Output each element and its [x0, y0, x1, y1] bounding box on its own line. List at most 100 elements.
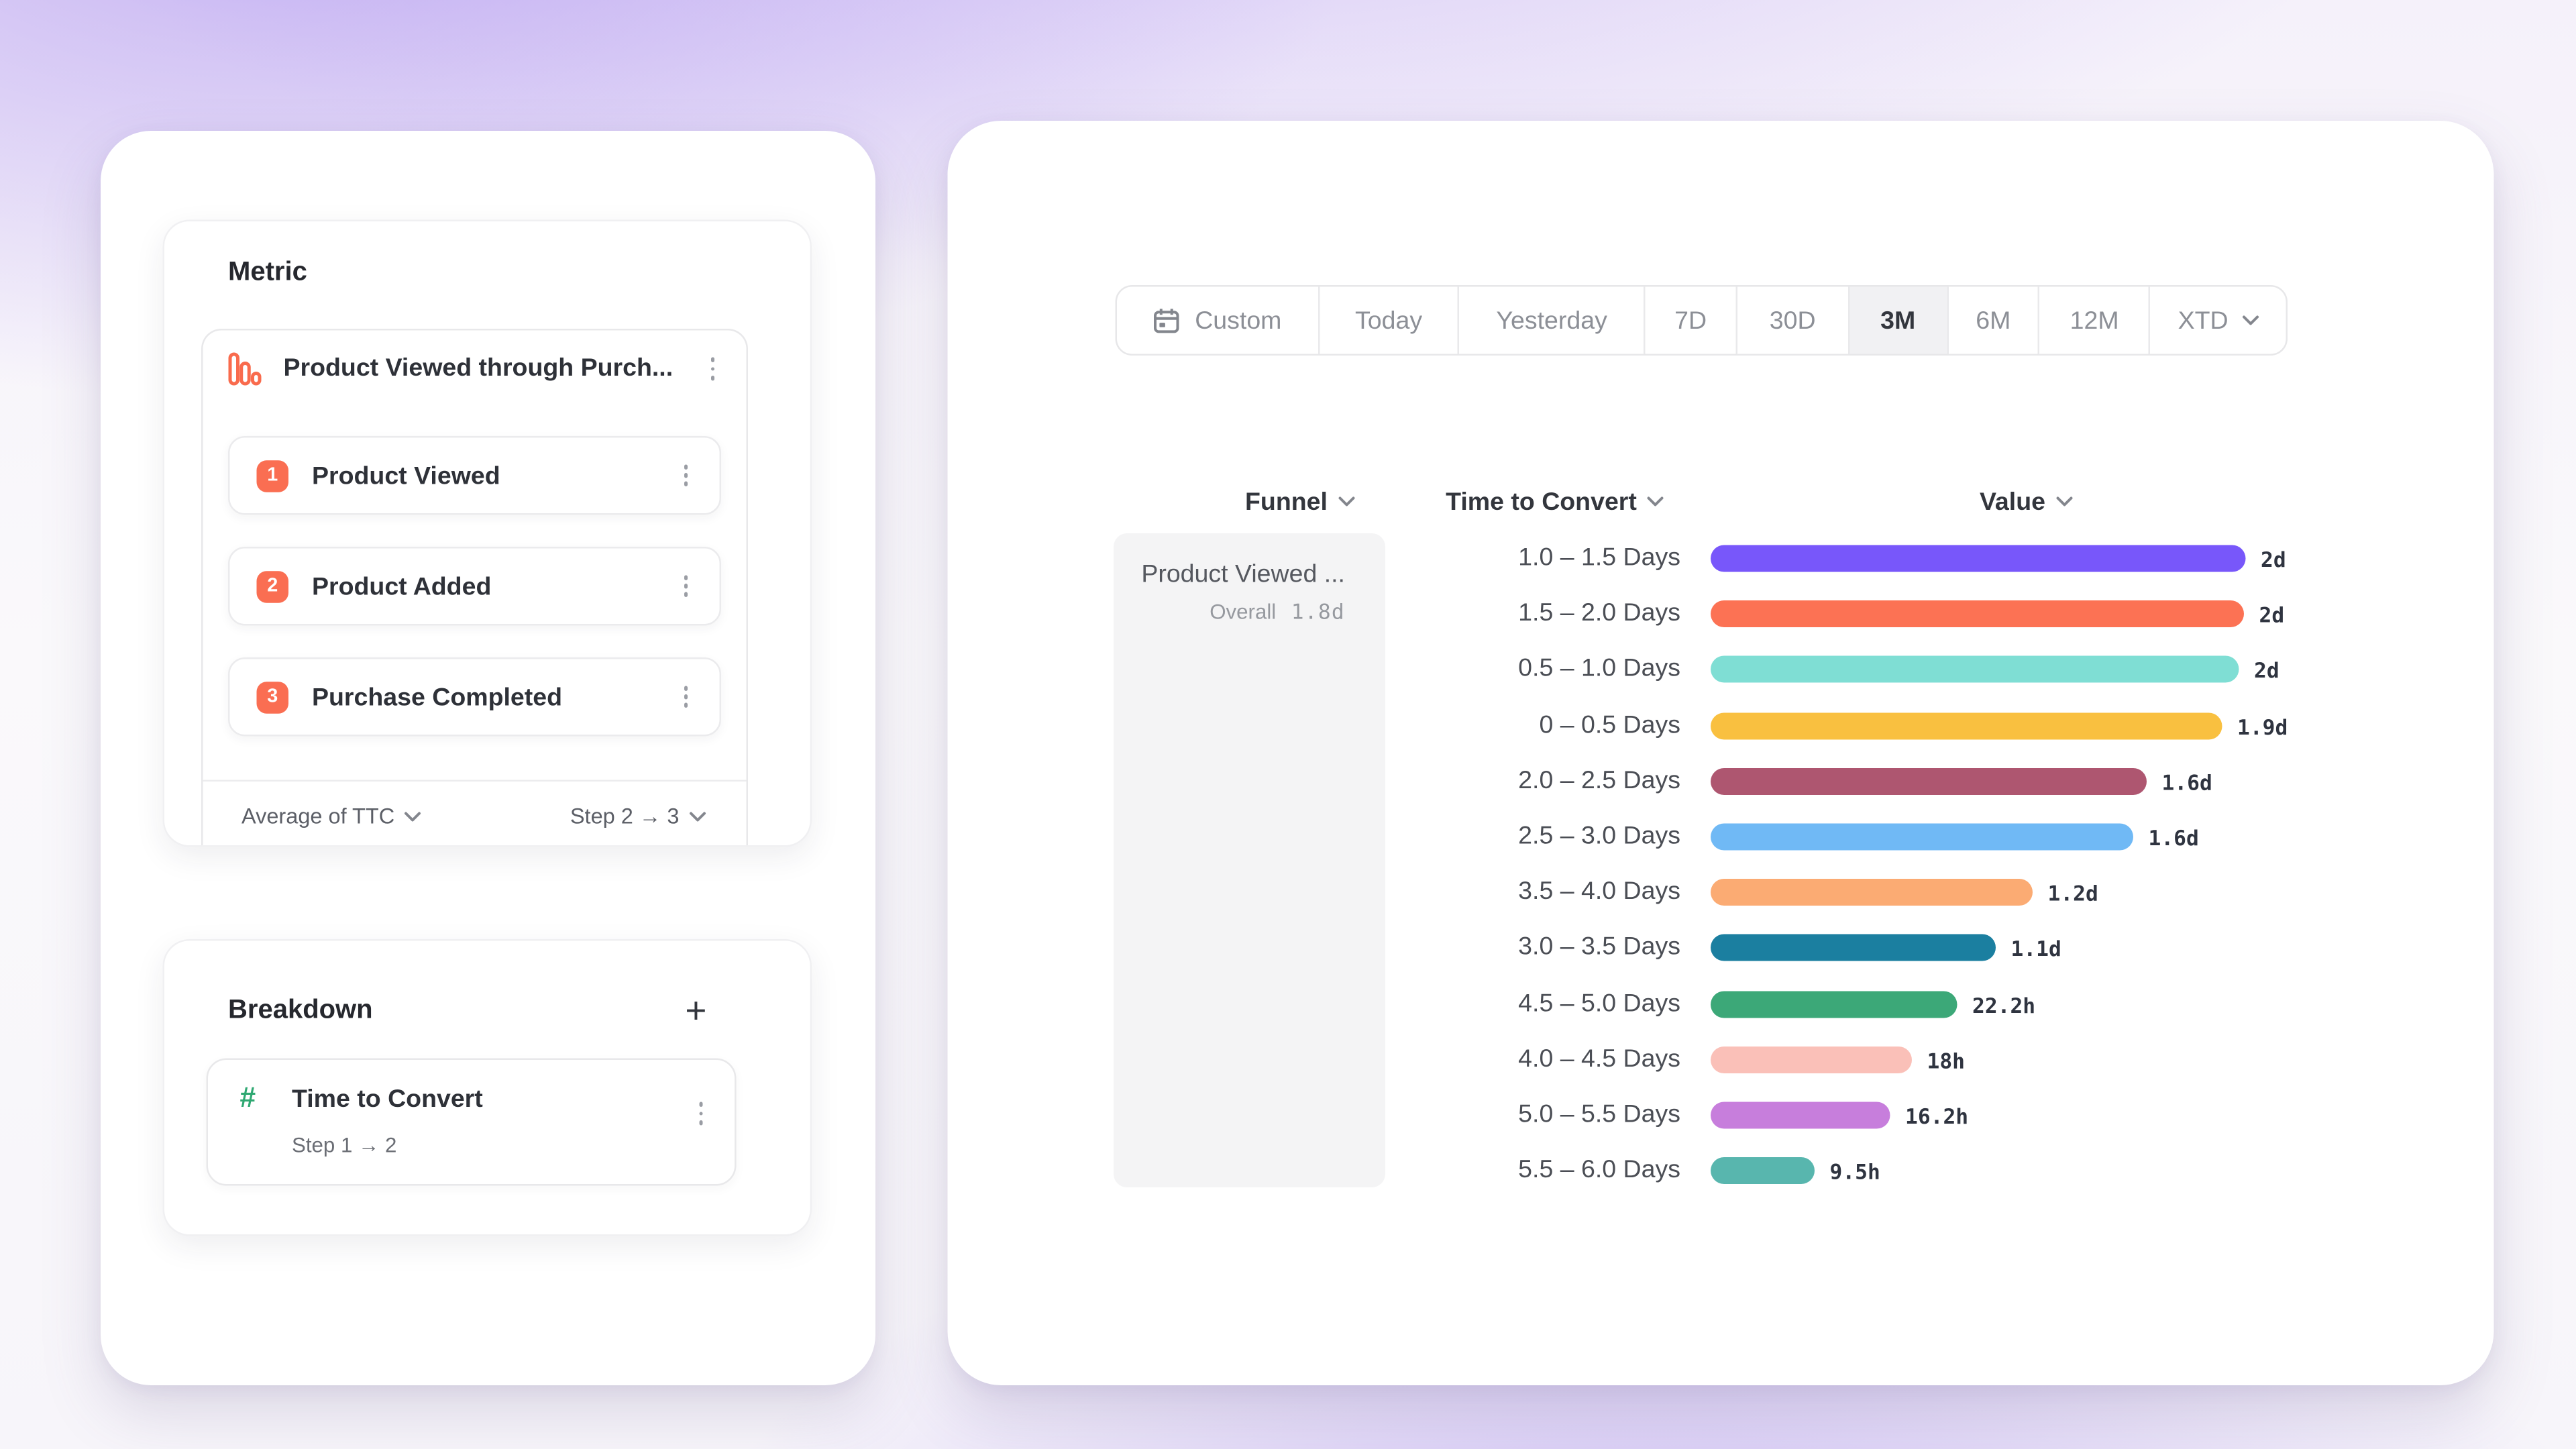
funnel-metric-title: Product Viewed through Purch...: [283, 354, 674, 383]
add-breakdown-button[interactable]: +: [685, 989, 707, 1032]
step-label: Product Viewed: [312, 461, 500, 490]
bar-value-label: 22.2h: [1972, 991, 2036, 1018]
bar-value-label: 2d: [2259, 602, 2285, 628]
date-range-option-label: 3M: [1880, 306, 1916, 335]
date-range-option-label: 7D: [1674, 306, 1707, 335]
column-header-time-to-convert[interactable]: Time to Convert: [1421, 486, 1689, 517]
bar-value-label: 1.1d: [2010, 936, 2061, 962]
column-header-label: Funnel: [1245, 487, 1328, 516]
bucket-label: 5.0 – 5.5 Days: [1518, 1100, 1680, 1129]
value-bar[interactable]: [1711, 545, 2246, 572]
column-header-funnel[interactable]: Funnel: [1199, 486, 1401, 517]
bucket-label: 2.5 – 3.0 Days: [1518, 822, 1680, 851]
bucket-label: 3.0 – 3.5 Days: [1518, 932, 1680, 962]
funnel-group-name: Product Viewed ...: [1141, 560, 1345, 589]
bucket-label: 3.5 – 4.0 Days: [1518, 877, 1680, 906]
column-header-label: Value: [1979, 487, 2045, 516]
date-range-option-label: 30D: [1769, 306, 1816, 335]
value-bar[interactable]: [1711, 934, 1996, 962]
bar-value-label: 16.2h: [1905, 1104, 1969, 1129]
bucket-label: 1.0 – 1.5 Days: [1518, 543, 1680, 572]
breakdown-item-subtitle: Step 1 → 2: [292, 1134, 397, 1157]
funnel-group-cell[interactable]: Product Viewed ... Overall 1.8d: [1114, 533, 1385, 1187]
kebab-menu-icon[interactable]: [674, 684, 698, 710]
step-label: Purchase Completed: [312, 682, 563, 712]
date-range-option-custom[interactable]: Custom: [1117, 286, 1320, 354]
bar-chart-icon: [228, 352, 262, 386]
bar-value-label: 2d: [2254, 657, 2279, 684]
value-bar[interactable]: [1711, 600, 2244, 628]
date-range-option-xtd[interactable]: XTD: [2151, 287, 2286, 354]
step-number-badge: 2: [256, 570, 288, 602]
bucket-label: 2.0 – 2.5 Days: [1518, 765, 1680, 795]
bucket-label: 0.5 – 1.0 Days: [1518, 654, 1680, 684]
value-bar[interactable]: [1711, 879, 2033, 906]
bar-value-label: 9.5h: [1829, 1159, 1880, 1185]
kebab-menu-icon[interactable]: [674, 573, 698, 600]
bucket-label: 1.5 – 2.0 Days: [1518, 598, 1680, 628]
number-property-icon: #: [239, 1081, 256, 1114]
date-range-option-7d[interactable]: 7D: [1646, 286, 1737, 354]
date-range-option-3m[interactable]: 3M: [1849, 286, 1948, 354]
funnel-step-row[interactable]: 1 Product Viewed: [228, 436, 721, 515]
chevron-down-icon: [1647, 496, 1664, 506]
date-range-option-6m[interactable]: 6M: [1948, 286, 2041, 354]
date-range-option-yesterday[interactable]: Yesterday: [1460, 286, 1646, 354]
kebab-menu-icon[interactable]: [701, 356, 724, 382]
column-header-label: Time to Convert: [1446, 487, 1637, 516]
value-bar[interactable]: [1711, 1157, 1815, 1185]
bar-value-label: 1.6d: [2148, 825, 2199, 851]
funnel-metric-footer: Average of TTC Step 2 → 3: [203, 780, 747, 846]
report-panel: Custom Today Yesterday 7D 30D 3M 6M 12M XTD Funn…: [947, 121, 2494, 1385]
chevron-down-icon: [690, 811, 706, 821]
metric-section-title: Metric: [228, 258, 307, 287]
date-range-option-label: Yesterday: [1496, 306, 1607, 335]
overall-label: Overall: [1210, 600, 1277, 624]
column-header-value[interactable]: Value: [1925, 486, 2127, 517]
breakdown-item[interactable]: # Time to Convert Step 1 → 2: [206, 1058, 737, 1186]
chevron-down-icon: [2242, 315, 2259, 325]
date-range-option-30d[interactable]: 30D: [1737, 286, 1849, 354]
overall-value: 1.8d: [1291, 598, 1345, 625]
date-range-option-label: Today: [1355, 306, 1423, 335]
value-bar[interactable]: [1711, 767, 2147, 795]
value-bar[interactable]: [1711, 1102, 1890, 1129]
bucket-label: 4.5 – 5.0 Days: [1518, 988, 1680, 1018]
value-bar[interactable]: [1711, 990, 1957, 1018]
breakdown-item-label: Time to Convert: [292, 1085, 483, 1114]
funnel-step-row[interactable]: 3 Purchase Completed: [228, 657, 721, 737]
step-range-label: Step 2 → 3: [570, 803, 680, 829]
date-range-option-label: 12M: [2070, 306, 2119, 335]
step-label: Product Added: [312, 572, 492, 601]
kebab-menu-icon[interactable]: [674, 462, 698, 489]
value-bar[interactable]: [1711, 823, 2133, 851]
aggregation-label: Average of TTC: [241, 803, 395, 829]
kebab-menu-icon[interactable]: [690, 1100, 713, 1127]
date-range-option-today[interactable]: Today: [1320, 286, 1460, 354]
date-range-option-label: 6M: [1976, 306, 2011, 335]
chevron-down-icon: [2055, 496, 2072, 506]
step-range-dropdown[interactable]: Step 2 → 3: [570, 803, 706, 829]
bucket-label: 4.0 – 4.5 Days: [1518, 1044, 1680, 1073]
calendar-icon: [1153, 306, 1182, 335]
date-range-picker: Custom Today Yesterday 7D 30D 3M 6M 12M XTD: [1115, 285, 2288, 356]
value-bar[interactable]: [1711, 1046, 1912, 1073]
value-bar[interactable]: [1711, 712, 2222, 739]
query-builder-panel: Metric Product Viewed through Purch... 1…: [101, 131, 875, 1385]
aggregation-dropdown[interactable]: Average of TTC: [241, 803, 421, 829]
step-number-badge: 3: [256, 681, 288, 713]
date-range-option-12m[interactable]: 12M: [2040, 286, 2151, 354]
chevron-down-icon: [405, 811, 421, 821]
date-range-option-label: Custom: [1195, 306, 1282, 335]
value-bar[interactable]: [1711, 656, 2239, 684]
bar-value-label: 1.2d: [2047, 880, 2098, 906]
bucket-label: 5.5 – 6.0 Days: [1518, 1155, 1680, 1185]
funnel-group-overall: Overall 1.8d: [1130, 599, 1345, 625]
funnel-metric-block: Product Viewed through Purch... 1 Product…: [201, 329, 748, 846]
bar-value-label: 1.6d: [2161, 769, 2212, 795]
step-number-badge: 1: [256, 460, 288, 492]
funnel-step-row[interactable]: 2 Product Added: [228, 547, 721, 626]
chevron-down-icon: [1338, 496, 1354, 506]
funnel-metric-header[interactable]: Product Viewed through Purch...: [203, 331, 747, 408]
